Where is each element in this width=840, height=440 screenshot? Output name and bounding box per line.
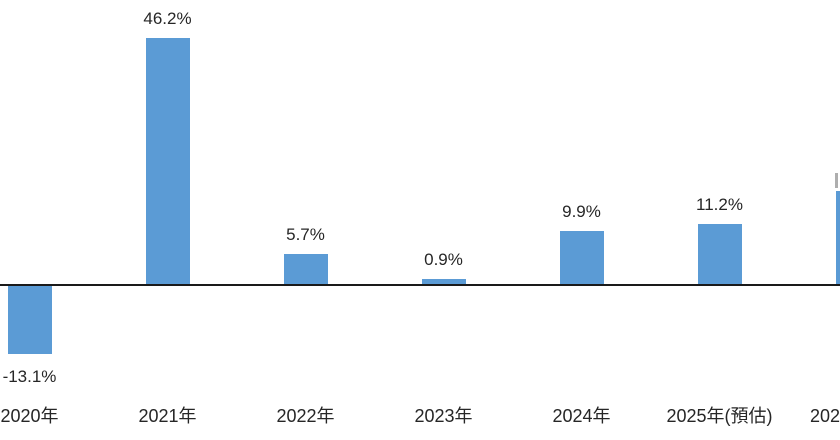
clipped-data-label-fragment [835,173,838,188]
data-label-2023年: 0.9% [424,250,463,269]
x-axis-label-2025年(預估): 2025年(預估) [666,406,773,426]
bar-2020年 [7,284,52,354]
data-label-2022年: 5.7% [286,225,325,244]
bar-2023年 [421,279,466,284]
bar-2021年 [145,38,190,284]
data-label-2020年: -13.1% [2,367,57,386]
x-axis-line [0,284,840,286]
x-axis-label-2022年: 2022年 [276,406,335,426]
bar-2024年 [559,231,604,284]
bar-202 [835,191,840,284]
x-axis-label-202: 202 [810,406,840,426]
x-axis-label-2021年: 2021年 [138,406,197,426]
x-axis-label-2023年: 2023年 [414,406,473,426]
bar-2022年 [283,254,328,284]
bar-2025年(預估) [697,224,742,284]
data-label-2021年: 46.2% [143,9,192,28]
x-axis-label-2024年: 2024年 [552,406,611,426]
data-label-2025年(預估): 11.2% [696,195,743,214]
data-label-2024年: 9.9% [562,202,601,221]
x-axis-label-2020年: 2020年 [0,406,59,426]
